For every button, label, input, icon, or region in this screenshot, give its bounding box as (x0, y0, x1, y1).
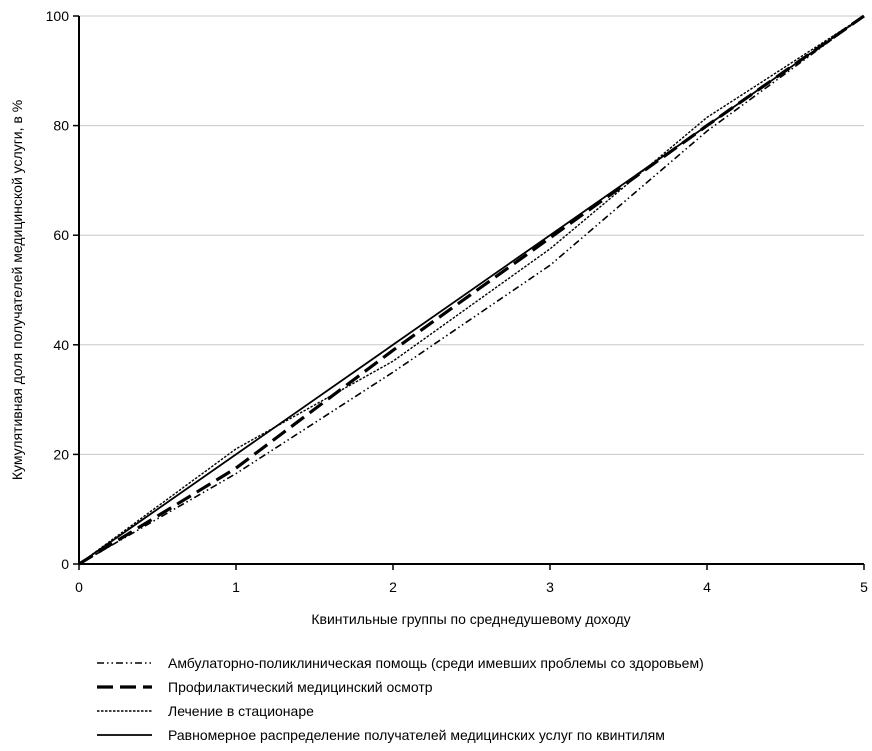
y-axis-title: Кумулятивная доля получателей медицинско… (9, 100, 25, 480)
y-tick-label: 100 (46, 8, 70, 24)
tick-marks (73, 15, 865, 570)
axes (78, 16, 864, 565)
series-line-3 (78, 15, 865, 565)
y-tick-label: 40 (53, 337, 69, 353)
legend: Амбулаторно-поликлиническая помощь (сред… (97, 655, 704, 743)
legend-label: Амбулаторно-поликлиническая помощь (сред… (168, 655, 704, 671)
legend-item: Профилактический медицинский осмотр (97, 679, 433, 695)
legend-label: Равномерное распределение получателей ме… (168, 727, 665, 743)
legend-label: Профилактический медицинский осмотр (168, 679, 433, 695)
x-tick-label: 0 (75, 579, 83, 595)
legend-item: Лечение в стационаре (97, 703, 314, 719)
y-tick-label: 60 (53, 227, 69, 243)
x-tick-label: 4 (703, 579, 711, 595)
series-line-2 (78, 15, 865, 565)
series-line-1 (78, 14, 865, 566)
gridlines (79, 15, 864, 455)
x-tick-label: 3 (546, 579, 554, 595)
x-tick-label: 2 (389, 579, 397, 595)
x-tick-label: 5 (860, 579, 868, 595)
series-lines (78, 14, 865, 566)
legend-item: Амбулаторно-поликлиническая помощь (сред… (97, 655, 704, 671)
x-axis-title: Квинтильные группы по среднедушевому дох… (311, 611, 630, 627)
legend-item: Равномерное распределение получателей ме… (97, 727, 665, 743)
tick-labels: 0 20 40 60 80 100 0 1 2 3 4 5 (46, 8, 868, 595)
x-tick-label: 1 (232, 579, 240, 595)
y-tick-label: 20 (53, 446, 69, 462)
y-tick-label: 0 (61, 556, 69, 572)
y-tick-label: 80 (53, 118, 69, 134)
legend-label: Лечение в стационаре (168, 703, 314, 719)
